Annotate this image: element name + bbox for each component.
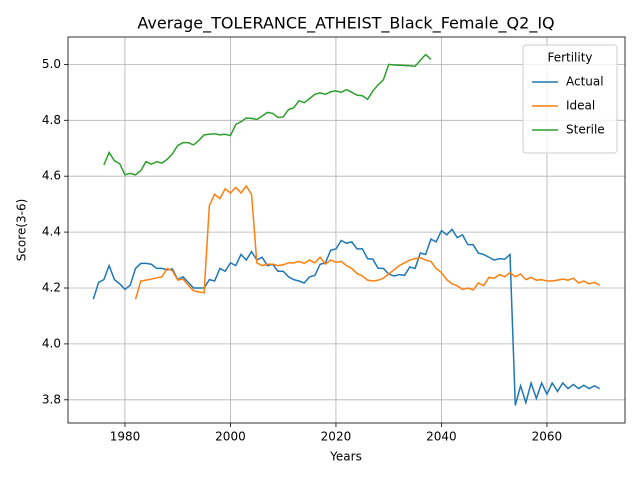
y-tick-label: 4.2 <box>42 280 61 294</box>
data-line <box>134 184 601 300</box>
data-line <box>103 53 432 176</box>
plot-frame <box>67 36 626 424</box>
x-tick-label: 2000 <box>215 430 246 444</box>
chart-title: Average_TOLERANCE_ATHEIST_Black_Female_Q… <box>137 14 554 34</box>
x-axis-label: Years <box>329 450 362 464</box>
y-tick-label: 4.4 <box>42 225 61 239</box>
x-tick-label: 2060 <box>532 430 563 444</box>
x-tick-label: 2040 <box>426 430 457 444</box>
x-tick-label: 1980 <box>110 430 141 444</box>
y-tick-label: 5.0 <box>42 57 61 71</box>
x-tick-label: 2020 <box>321 430 352 444</box>
legend: Fertility Actual Ideal Sterile <box>522 44 618 154</box>
y-tick-label: 4.6 <box>42 169 61 183</box>
legend-box <box>522 44 618 154</box>
legend-label: Sterile <box>566 123 605 137</box>
y-axis-label: Score(3-6) <box>15 199 29 262</box>
legend-title: Fertility <box>547 51 592 65</box>
data-line <box>92 228 601 406</box>
y-tick-label: 4.0 <box>42 336 61 350</box>
legend-label: Actual <box>566 75 604 89</box>
y-tick-label: 3.8 <box>42 392 61 406</box>
y-tick-label: 4.8 <box>42 113 61 127</box>
legend-label: Ideal <box>566 99 595 113</box>
